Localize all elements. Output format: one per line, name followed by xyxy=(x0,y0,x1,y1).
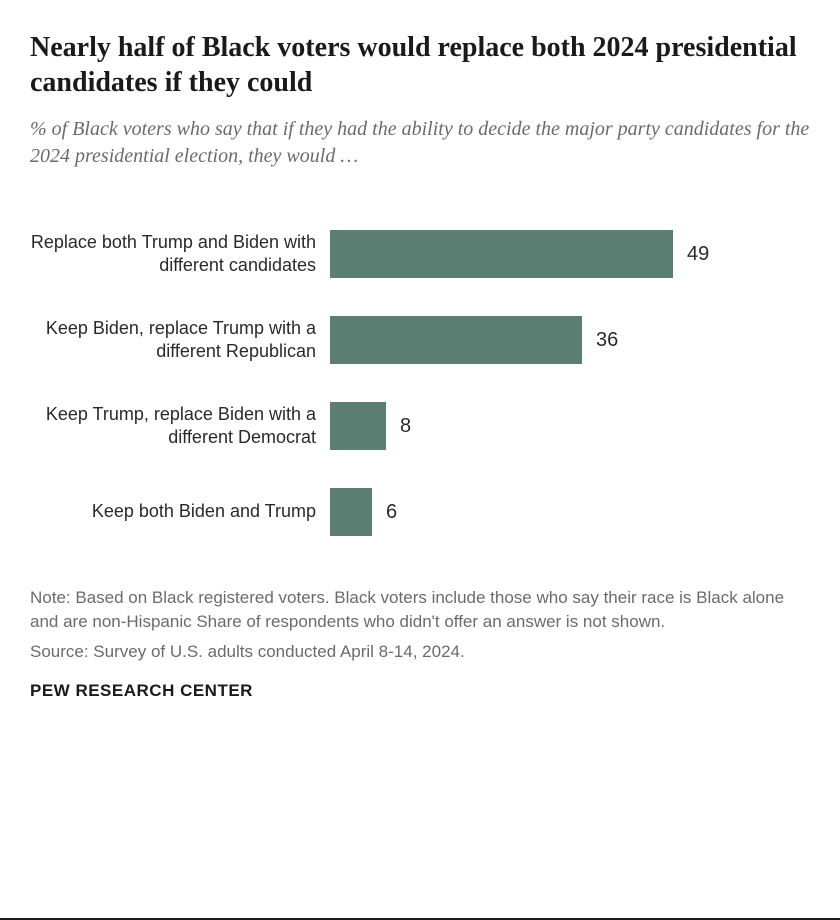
bar-row: Keep both Biden and Trump 6 xyxy=(30,488,810,536)
bar-wrap: 49 xyxy=(330,230,709,278)
bar-value: 36 xyxy=(596,329,618,352)
chart-source: Source: Survey of U.S. adults conducted … xyxy=(30,640,810,664)
bar-wrap: 6 xyxy=(330,488,397,536)
bar xyxy=(330,488,372,536)
bar-label: Keep Biden, replace Trump with a differe… xyxy=(30,317,330,364)
bar xyxy=(330,402,386,450)
bar-row: Keep Biden, replace Trump with a differe… xyxy=(30,316,810,364)
chart-title: Nearly half of Black voters would replac… xyxy=(30,30,810,100)
bar-label: Keep Trump, replace Biden with a differe… xyxy=(30,403,330,450)
bar-value: 49 xyxy=(687,243,709,266)
chart-subtitle: % of Black voters who say that if they h… xyxy=(30,116,810,170)
chart-note: Note: Based on Black registered voters. … xyxy=(30,586,810,634)
bar-row: Replace both Trump and Biden with differ… xyxy=(30,230,810,278)
bar-value: 6 xyxy=(386,501,397,524)
bar-wrap: 36 xyxy=(330,316,618,364)
attribution: PEW RESEARCH CENTER xyxy=(30,681,810,701)
bar-wrap: 8 xyxy=(330,402,411,450)
bar xyxy=(330,316,582,364)
bar-row: Keep Trump, replace Biden with a differe… xyxy=(30,402,810,450)
bar-chart: Replace both Trump and Biden with differ… xyxy=(30,230,810,536)
bar-value: 8 xyxy=(400,415,411,438)
bar xyxy=(330,230,673,278)
bar-label: Replace both Trump and Biden with differ… xyxy=(30,231,330,278)
bar-label: Keep both Biden and Trump xyxy=(30,500,330,523)
